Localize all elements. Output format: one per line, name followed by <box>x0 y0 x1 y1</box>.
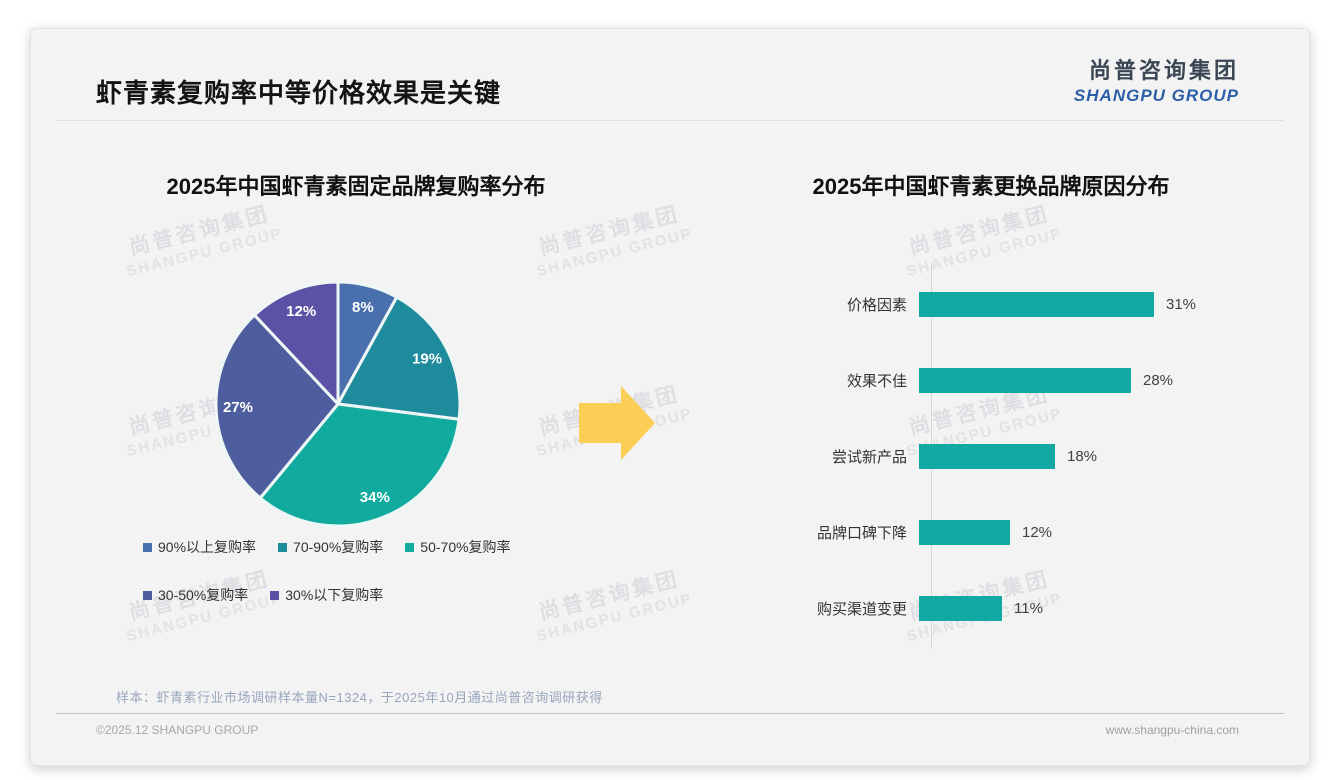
footer-divider <box>56 713 1284 714</box>
bar-value-label: 12% <box>1022 523 1053 541</box>
bar-track: 12% <box>919 519 1281 545</box>
bar-category-label: 效果不佳 <box>846 372 907 390</box>
bar <box>919 443 1055 469</box>
logo: 尚普咨询集团 SHANGPU GROUP <box>1074 53 1239 106</box>
pie-slice <box>252 280 340 406</box>
logo-english-text: SHANGPU GROUP <box>1073 86 1239 105</box>
slide-card: 尚普咨询集团 SHANGPU GROUP 尚普咨询集团 SHANGPU GROUP 尚普… <box>30 28 1310 766</box>
pie-chart-title: 2025年中国虾青素固定品牌复购率分布 <box>166 174 546 199</box>
header-divider <box>56 120 1284 121</box>
legend-row: 30-50%复购率 30%以下复购率 <box>143 585 613 605</box>
bar-category-label: 尝试新产品 <box>831 448 907 466</box>
page-title: 虾青素复购率中等价格效果是关键 <box>96 78 502 108</box>
legend-label: 30-50%复购率 <box>158 587 249 603</box>
pie-chart: 8% 19% 34% 27% 12% <box>208 274 468 534</box>
legend-item: 90%以上复购率 <box>143 537 256 557</box>
bar-row: 品牌口碑下降 12% <box>781 494 1281 570</box>
bar <box>919 291 1154 317</box>
bar-category-label: 购买渠道变更 <box>816 600 907 618</box>
legend-label: 70-90%复购率 <box>293 539 384 555</box>
pie-slice-label: 27% <box>223 399 253 416</box>
legend-label: 50-70%复购率 <box>420 539 511 555</box>
bar <box>919 367 1131 393</box>
legend-item: 70-90%复购率 <box>278 537 383 557</box>
bar <box>919 519 1010 545</box>
pie-legend: 90%以上复购率 70-90%复购率 50-70%复购率 30-50%复购率 30%以下… <box>143 537 613 633</box>
arrow-icon <box>571 384 661 464</box>
bar-track: 18% <box>919 443 1281 469</box>
legend-row: 90%以上复购率 70-90%复购率 50-70%复购率 <box>143 537 613 557</box>
bar-category-label: 价格因素 <box>846 296 907 314</box>
sample-note: 样本：虾青素行业市场调研样本量N=1324，于2025年10月通过尚普咨询调研获… <box>116 690 603 705</box>
pie-slice-label: 12% <box>286 303 316 320</box>
pie-slice <box>214 313 340 500</box>
legend-label: 30%以下复购率 <box>285 587 384 603</box>
pie-slice-label: 19% <box>412 351 442 368</box>
footer-website: www.shangpu-china.com <box>1105 723 1239 737</box>
legend-label: 90%以上复购率 <box>158 539 257 555</box>
bar-value-label: 11% <box>1014 599 1043 617</box>
bar-row: 尝试新产品 18% <box>781 418 1281 494</box>
legend-item: 50-70%复购率 <box>405 537 511 557</box>
bar-value-label: 28% <box>1143 371 1174 389</box>
legend-item: 30%以下复购率 <box>270 585 383 605</box>
legend-swatch <box>143 590 152 600</box>
logo-chinese-text: 尚普咨询集团 <box>1088 58 1239 83</box>
bar-value-label: 31% <box>1166 295 1197 313</box>
bar-track: 11% <box>919 595 1281 621</box>
legend-swatch <box>270 590 280 600</box>
legend-swatch <box>143 542 152 552</box>
legend-item: 30-50%复购率 <box>143 585 248 605</box>
bar-track: 31% <box>919 291 1281 317</box>
bar-track: 28% <box>919 367 1281 393</box>
pie-slice-label: 34% <box>360 489 390 506</box>
legend-swatch <box>278 542 288 552</box>
bar-value-label: 18% <box>1067 447 1098 465</box>
bar-chart: 价格因素 31% 效果不佳 28% 尝试新产品 18% 品牌口碑下降 12% 购买渠道变更 11% <box>781 266 1281 646</box>
bar-row: 效果不佳 28% <box>781 342 1281 418</box>
pie-slice <box>336 295 462 421</box>
pie-svg: 8% 19% 34% 27% 12% <box>214 280 462 528</box>
bar <box>919 595 1002 621</box>
bar-row: 价格因素 31% <box>781 266 1281 342</box>
bar-category-label: 品牌口碑下降 <box>816 524 907 542</box>
bar-chart-title: 2025年中国虾青素更换品牌原因分布 <box>812 174 1170 199</box>
legend-swatch <box>405 542 415 552</box>
bar-row: 购买渠道变更 11% <box>781 570 1281 646</box>
pie-slice-label: 8% <box>352 299 374 316</box>
pie-slice <box>258 402 461 528</box>
footer-copyright: ©2025.12 SHANGPU GROUP <box>96 723 259 737</box>
